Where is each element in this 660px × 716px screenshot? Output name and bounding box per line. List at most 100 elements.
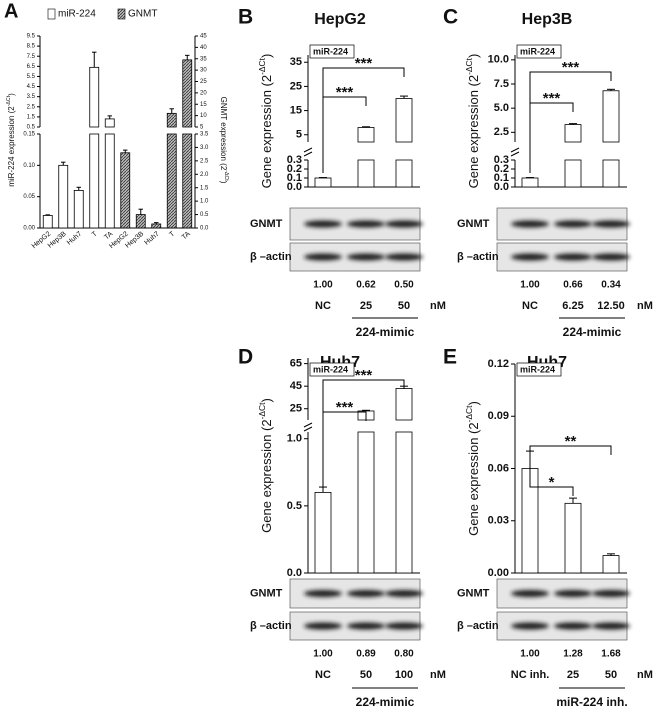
y-tick-label: 1.0 <box>287 433 302 445</box>
y-tick-label: 0.05 <box>23 194 35 200</box>
x-tick-label: 100 <box>395 669 413 681</box>
y2-tick-label: 40 <box>200 45 207 51</box>
axis-break <box>303 151 313 157</box>
y-tick-label: 0.3 <box>287 154 302 166</box>
axis-break <box>303 426 313 432</box>
y2-tick-label: 0.5 <box>200 212 209 218</box>
axis-title: Gene expression (2-ΔCt) <box>257 54 274 189</box>
y-tick-label: 0.5 <box>287 500 302 512</box>
y2-tick-label: 3.0 <box>200 145 209 151</box>
y-tick-label: 3.5 <box>27 94 36 100</box>
significance-bracket <box>322 67 405 173</box>
axis-break <box>303 422 313 428</box>
panel-label: D <box>238 346 253 369</box>
axis-title-sup: -ΔCt <box>6 95 12 106</box>
blot-band <box>347 622 385 630</box>
panel-label: E <box>443 346 457 369</box>
ratio-label: 0.66 <box>563 280 583 291</box>
blot-band <box>554 253 592 261</box>
y2-tick-label: 2.0 <box>200 172 209 178</box>
blot-band <box>385 590 423 597</box>
y-tick-label: 0.12 <box>488 358 509 370</box>
bar <box>89 66 100 128</box>
blot-band <box>511 622 549 630</box>
y-tick-label: 0.0 <box>287 181 302 193</box>
x-tick-label: 50 <box>398 300 410 312</box>
axis-title-text: Gene expression (2 <box>466 75 481 188</box>
group-label: 224-mimic <box>356 325 415 339</box>
y-tick-label: 8.5 <box>27 44 36 50</box>
unit-label: nM <box>430 669 446 681</box>
x-tick-label: 25 <box>567 669 579 681</box>
blot-band <box>304 253 342 261</box>
bar <box>58 164 69 229</box>
panel-label: C <box>443 6 458 29</box>
blot-label: GNMT <box>457 218 490 230</box>
x-tick-label: Hep3B <box>47 230 68 249</box>
ratio-label: 0.89 <box>356 649 376 660</box>
y-tick-label: 25 <box>290 80 302 92</box>
y2-tick-label: 25 <box>200 79 207 85</box>
y-tick-label: 0.06 <box>488 462 509 474</box>
axis-title-sup: -ΔCt <box>257 57 267 75</box>
bar <box>602 159 620 188</box>
axis-break <box>510 151 520 157</box>
x-tick-label: T <box>91 230 99 239</box>
y-tick-label: 4.5 <box>27 84 36 90</box>
legend-box <box>309 362 355 377</box>
ratio-label: 1.00 <box>520 649 540 660</box>
axis-title: miR-224 expression (2-ΔCt) <box>6 93 16 187</box>
x-tick-label: NC <box>315 300 331 312</box>
ratio-label: 1.00 <box>313 280 333 291</box>
x-tick-label: NC inh. <box>511 669 550 681</box>
y2-tick-label: 45 <box>200 34 207 40</box>
bar <box>166 112 177 128</box>
legend-box <box>516 44 562 59</box>
axis-title: Gene expression (2-ΔCt) <box>464 54 481 189</box>
legend-box <box>516 362 562 377</box>
y-tick-label: 25 <box>290 403 302 415</box>
y-tick-label: 0.09 <box>488 410 509 422</box>
x-tick-label: NC <box>522 300 538 312</box>
blot-band <box>304 590 342 597</box>
axis-title: Gene expression (2-ΔCt) <box>464 401 481 536</box>
axis-title-end: ) <box>259 54 274 58</box>
blot-band <box>511 590 549 597</box>
ratio-label: 0.80 <box>394 649 414 660</box>
blot-band <box>304 220 342 228</box>
bar <box>564 124 582 143</box>
legend-label: miR-224 <box>313 364 348 374</box>
blot-label: GNMT <box>457 587 490 599</box>
y-tick-label: 2.5 <box>27 104 36 110</box>
axis-title-text: miR-224 expression (2 <box>7 106 16 187</box>
chart-title: Hep3B <box>522 11 573 28</box>
blot-label: GNMT <box>250 218 283 230</box>
y-tick-label: 10.0 <box>488 54 509 66</box>
y2-tick-label: 15 <box>200 102 207 108</box>
axis-title-text: Gene expression (2 <box>466 422 481 535</box>
bar <box>395 98 413 143</box>
panel-label: A <box>4 0 18 22</box>
axis-title-end: ) <box>466 401 481 405</box>
y-tick-label: 0.1 <box>494 172 509 184</box>
y-tick-label: 35 <box>290 56 302 68</box>
axis-title-end: ) <box>219 181 228 184</box>
y-tick-label: 7.5 <box>494 78 509 90</box>
axis-title-end: ) <box>259 398 274 402</box>
y-tick-label: 5.0 <box>494 102 509 114</box>
axis-title-sup: -ΔCt <box>223 170 229 181</box>
axis-title-text: GNMT expression (2 <box>219 97 228 171</box>
blot-band <box>554 590 592 597</box>
unit-label: nM <box>637 300 653 312</box>
y-tick-label: 15 <box>290 104 302 116</box>
bar <box>89 133 100 229</box>
blot-label: β –actin <box>250 251 292 263</box>
significance-label: *** <box>355 55 373 72</box>
y-tick-label: 0.00 <box>23 226 35 232</box>
y2-tick-label: 1.0 <box>200 199 209 205</box>
significance-bracket <box>529 463 574 496</box>
ratio-label: 1.68 <box>601 649 621 660</box>
y-tick-label: 5.5 <box>27 74 36 80</box>
unit-label: nM <box>637 669 653 681</box>
bar <box>42 215 53 229</box>
